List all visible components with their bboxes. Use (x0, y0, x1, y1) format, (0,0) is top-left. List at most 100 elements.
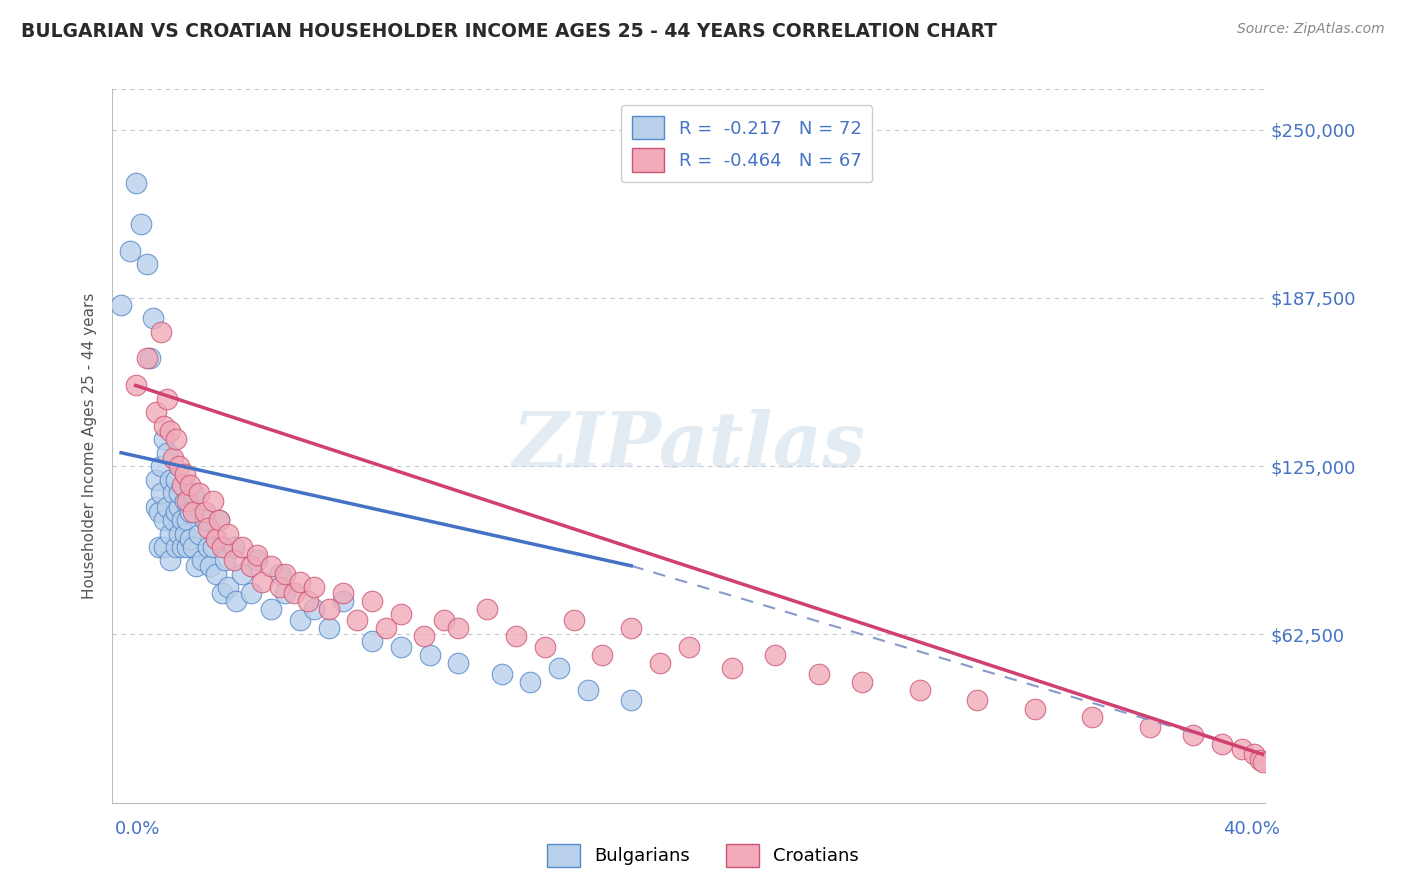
Point (191, 553, 214, 567)
Point (179, 478, 201, 492)
Point (318, 602, 340, 616)
Point (148, 505, 170, 519)
Point (576, 682, 599, 697)
Point (208, 513, 231, 527)
Point (139, 351, 162, 366)
Point (202, 494, 225, 508)
Y-axis label: Householder Income Ages 25 - 44 years: Householder Income Ages 25 - 44 years (82, 293, 97, 599)
Point (360, 594, 382, 608)
Point (1232, 742, 1254, 756)
Point (159, 553, 181, 567)
Point (239, 586, 262, 600)
Point (205, 532, 228, 546)
Point (966, 693, 988, 707)
Point (150, 486, 173, 500)
Point (283, 586, 305, 600)
Point (346, 613, 368, 627)
Point (1139, 720, 1161, 734)
Point (167, 459, 190, 474)
Point (162, 513, 184, 527)
Legend: Bulgarians, Croatians: Bulgarians, Croatians (540, 837, 866, 874)
Point (110, 298, 132, 312)
Point (231, 566, 253, 581)
Point (188, 526, 211, 541)
Point (153, 418, 176, 433)
Point (202, 540, 225, 554)
Point (173, 467, 195, 482)
Text: 0.0%: 0.0% (115, 820, 160, 838)
Point (156, 392, 179, 406)
Point (332, 586, 354, 600)
Point (721, 661, 744, 675)
Point (447, 656, 470, 670)
Point (142, 311, 165, 326)
Point (269, 580, 291, 594)
Point (173, 494, 195, 508)
Point (389, 640, 412, 654)
Point (1081, 709, 1104, 723)
Point (288, 574, 311, 589)
Legend: R =  -0.217   N = 72, R =  -0.464   N = 67: R = -0.217 N = 72, R = -0.464 N = 67 (621, 105, 872, 183)
Point (1024, 701, 1046, 715)
Point (176, 540, 198, 554)
Point (332, 594, 354, 608)
Point (159, 473, 181, 487)
Point (156, 446, 179, 460)
Point (318, 621, 340, 635)
Point (548, 661, 571, 675)
Point (162, 451, 184, 466)
Point (179, 532, 201, 546)
Text: BULGARIAN VS CROATIAN HOUSEHOLDER INCOME AGES 25 - 44 YEARS CORRELATION CHART: BULGARIAN VS CROATIAN HOUSEHOLDER INCOME… (21, 22, 997, 41)
Point (239, 558, 262, 573)
Point (184, 558, 207, 573)
Point (288, 613, 311, 627)
Point (217, 580, 239, 594)
Point (274, 586, 297, 600)
Point (150, 325, 173, 339)
Point (1182, 729, 1205, 743)
Point (153, 513, 176, 527)
Point (217, 526, 239, 541)
Point (197, 521, 219, 535)
Point (620, 693, 643, 707)
Point (167, 500, 190, 514)
Point (245, 548, 267, 562)
Point (129, 217, 153, 231)
Point (1243, 747, 1265, 762)
Point (519, 674, 541, 689)
Point (181, 505, 204, 519)
Point (145, 500, 167, 514)
Point (260, 558, 283, 573)
Text: Source: ZipAtlas.com: Source: ZipAtlas.com (1237, 22, 1385, 37)
Point (1251, 756, 1274, 770)
Point (225, 594, 247, 608)
Point (765, 648, 787, 662)
Point (176, 513, 198, 527)
Point (1211, 737, 1233, 751)
Point (159, 424, 181, 438)
Point (475, 602, 498, 616)
Point (153, 540, 176, 554)
Point (165, 473, 187, 487)
Point (153, 432, 176, 446)
Point (150, 459, 173, 474)
Point (197, 540, 219, 554)
Point (851, 674, 873, 689)
Point (678, 640, 700, 654)
Point (176, 494, 198, 508)
Point (156, 500, 179, 514)
Point (1249, 753, 1271, 767)
Point (159, 526, 181, 541)
Point (908, 682, 931, 697)
Point (562, 613, 585, 627)
Point (360, 634, 382, 648)
Point (304, 602, 326, 616)
Point (389, 607, 412, 622)
Point (148, 540, 170, 554)
Point (136, 351, 159, 366)
Point (252, 574, 274, 589)
Point (170, 540, 193, 554)
Point (211, 540, 233, 554)
Point (211, 586, 233, 600)
Point (181, 486, 204, 500)
